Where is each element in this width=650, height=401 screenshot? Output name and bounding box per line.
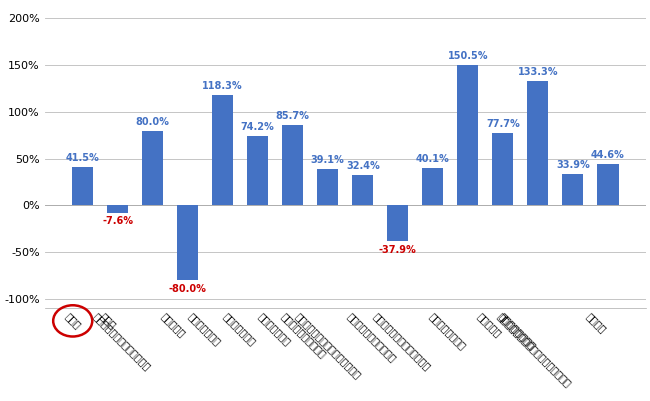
Text: 85.7%: 85.7% [276, 111, 309, 122]
Bar [422, 168, 443, 205]
Text: 77.7%: 77.7% [486, 119, 520, 129]
Bar [247, 136, 268, 205]
Bar [212, 95, 233, 205]
Text: -80.0%: -80.0% [168, 284, 207, 294]
Text: -37.9%: -37.9% [379, 245, 417, 255]
Bar [458, 65, 478, 205]
Bar [387, 205, 408, 241]
Bar [142, 130, 163, 205]
Bar [493, 133, 514, 205]
Bar [107, 205, 128, 213]
Bar [72, 166, 93, 205]
Bar [317, 169, 338, 205]
Bar [597, 164, 619, 205]
Bar [282, 125, 303, 205]
Bar [562, 174, 584, 205]
Text: 80.0%: 80.0% [136, 117, 170, 127]
Text: 33.9%: 33.9% [556, 160, 590, 170]
Text: 39.1%: 39.1% [311, 155, 344, 165]
Text: 150.5%: 150.5% [448, 51, 488, 61]
Text: -7.6%: -7.6% [102, 216, 133, 226]
Text: 40.1%: 40.1% [416, 154, 450, 164]
Text: 118.3%: 118.3% [202, 81, 243, 91]
Text: 74.2%: 74.2% [240, 122, 274, 132]
Text: 44.6%: 44.6% [591, 150, 625, 160]
Text: 133.3%: 133.3% [517, 67, 558, 77]
Bar [177, 205, 198, 280]
Text: 32.4%: 32.4% [346, 161, 380, 171]
Text: 41.5%: 41.5% [66, 153, 99, 163]
Bar [352, 175, 373, 205]
Bar [527, 81, 549, 205]
